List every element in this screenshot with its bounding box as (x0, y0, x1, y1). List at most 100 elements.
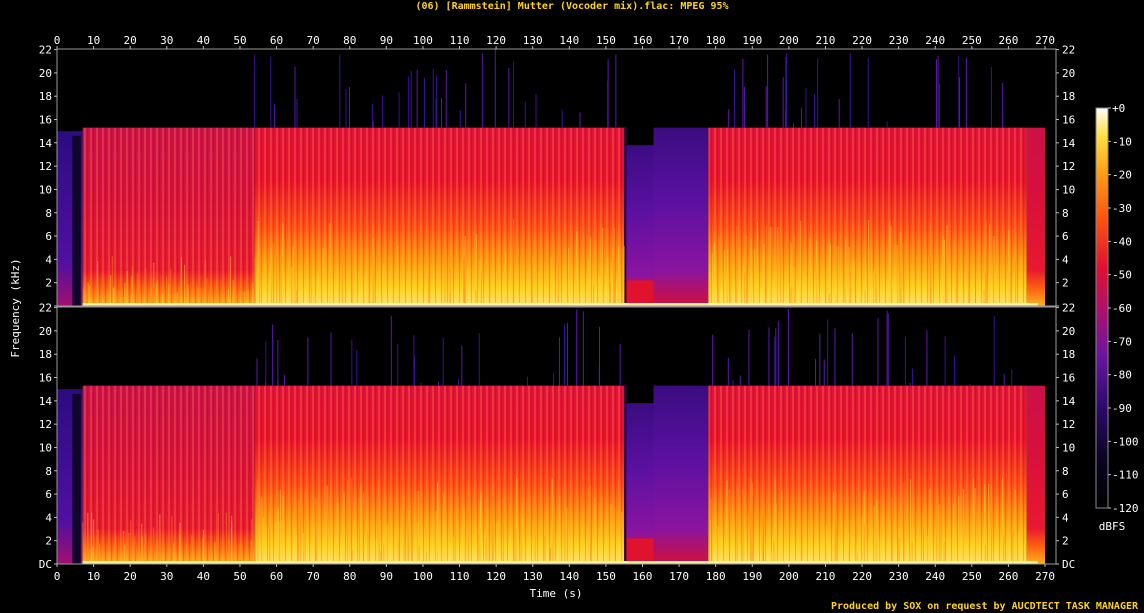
colorbar-tick-label: -120 (1112, 502, 1139, 515)
x-tick-label-bottom: 190 (742, 570, 762, 583)
break-low-band (626, 538, 654, 564)
x-tick-label-bottom: 210 (816, 570, 836, 583)
segment-texture (708, 127, 1027, 307)
x-tick-label-bottom: 250 (962, 570, 982, 583)
x-tick-label-bottom: 20 (124, 570, 137, 583)
x-tick-label-bottom: 220 (852, 570, 872, 583)
colorbar-tick-label: +0 (1112, 102, 1125, 115)
credit-text: Produced by SOX on request by AUCDTECT T… (830, 601, 1138, 612)
y-tick-label-right: 18 (1062, 348, 1075, 361)
x-tick-label-top: 200 (779, 34, 799, 47)
channel-1-spectrogram (56, 48, 1057, 307)
y-tick-label-left: 22 (39, 44, 52, 57)
x-tick-label-bottom: 90 (380, 570, 393, 583)
x-tick-label-top: 110 (450, 34, 470, 47)
x-tick-label-top: 60 (270, 34, 283, 47)
segment-texture (708, 385, 1027, 564)
y-tick-label-left: 20 (39, 325, 52, 338)
x-tick-label-bottom: 170 (669, 570, 689, 583)
y-tick-label-left: 4 (45, 253, 52, 266)
x-tick-label-top: 260 (998, 34, 1018, 47)
x-tick-label-top: 220 (852, 34, 872, 47)
segment-fade-out (1026, 127, 1046, 307)
y-tick-label-right: 20 (1062, 325, 1075, 338)
y-tick-label-right: 2 (1062, 535, 1069, 548)
intro-dark-band (72, 135, 81, 306)
colorbar: +0 -10 -20 -30 -40 -50 -60 -70 -80 -90 -100 -110 -12… (1095, 102, 1139, 533)
y-tick-label-left: 16 (39, 114, 52, 127)
x-tick-label-top: 270 (1035, 34, 1055, 47)
y-tick-label-right: 10 (1062, 183, 1075, 196)
colorbar-tick-label: -100 (1112, 435, 1139, 448)
dc-band (82, 561, 1038, 564)
x-tick-label-top: 80 (343, 34, 356, 47)
panel-border (56, 306, 1057, 565)
segment-fade-out (1026, 385, 1046, 564)
x-tick-label-top: 10 (87, 34, 100, 47)
colorbar-tick-label: -50 (1112, 269, 1132, 282)
x-tick-label-top: 40 (197, 34, 210, 47)
intro-dark-band (72, 393, 81, 564)
y-tick-label-right: 2 (1062, 277, 1069, 290)
x-tick-label-bottom: 70 (307, 570, 320, 583)
y-tick-label-left: 4 (45, 511, 52, 524)
segment-quiet (653, 127, 709, 307)
colorbar-unit: dBFS (1099, 520, 1126, 533)
segment-divider (624, 126, 627, 306)
x-tick-label-bottom: 40 (197, 570, 210, 583)
y-tick-label-left: 10 (39, 441, 52, 454)
x-tick-label-top: 250 (962, 34, 982, 47)
x-tick-label-top: 20 (124, 34, 137, 47)
colorbar-tick-label: -70 (1112, 335, 1132, 348)
y-tick-label-right: 6 (1062, 488, 1069, 501)
x-tick-label-top: 240 (925, 34, 945, 47)
y-tick-label-right: 6 (1062, 230, 1069, 243)
x-axis-title: Time (s) (530, 587, 583, 600)
y-tick-label-left: 8 (45, 207, 52, 220)
x-tick-label-top: 150 (596, 34, 616, 47)
y-axis-title: Frequency (kHz) (9, 258, 22, 357)
x-tick-label-bottom: 180 (706, 570, 726, 583)
segment-texture (82, 127, 255, 307)
y-tick-label-right: 22 (1062, 44, 1075, 57)
y-tick-label-right: 4 (1062, 511, 1069, 524)
break-low-band (626, 280, 654, 306)
colorbar-tick-label: -110 (1112, 469, 1139, 482)
y-tick-label-left: 14 (39, 137, 53, 150)
y-tick-label-right: 18 (1062, 90, 1075, 103)
y-tick-label-left: 10 (39, 183, 52, 196)
x-tick-label-top: 140 (559, 34, 579, 47)
x-tick-label-bottom: 0 (54, 570, 61, 583)
x-tick-label-top: 0 (54, 34, 61, 47)
y-tick-label-left: 20 (39, 67, 52, 80)
y-tick-label-left: 12 (39, 160, 52, 173)
x-tick-label-bottom: 160 (633, 570, 653, 583)
segment-texture (254, 127, 625, 307)
colorbar-gradient (1095, 107, 1109, 509)
y-tick-label-right: 20 (1062, 67, 1075, 80)
segment-texture (82, 385, 255, 564)
x-tick-label-bottom: 10 (87, 570, 100, 583)
colorbar-tick-label: -60 (1112, 302, 1132, 315)
x-tick-label-top: 230 (889, 34, 909, 47)
y-tick-label-left: DC (39, 558, 52, 571)
y-tick-label-right: 14 (1062, 137, 1076, 150)
segment-texture (254, 385, 625, 564)
x-tick-label-top: 170 (669, 34, 689, 47)
y-tick-label-left: 6 (45, 230, 52, 243)
colorbar-tick-label: -90 (1112, 402, 1132, 415)
x-tick-label-bottom: 260 (998, 570, 1018, 583)
x-tick-label-top: 100 (413, 34, 433, 47)
y-tick-label-right: 12 (1062, 418, 1075, 431)
y-tick-label-right: 8 (1062, 465, 1069, 478)
x-tick-label-bottom: 120 (486, 570, 506, 583)
y-tick-label-left: 6 (45, 488, 52, 501)
colorbar-tick-label: -40 (1112, 235, 1132, 248)
x-tick-label-top: 210 (816, 34, 836, 47)
x-tick-label-top: 70 (307, 34, 320, 47)
colorbar-tick-label: -20 (1112, 169, 1132, 182)
y-tick-label-left: 16 (39, 372, 52, 385)
x-tick-label-bottom: 240 (925, 570, 945, 583)
y-tick-label-right: 16 (1062, 114, 1075, 127)
